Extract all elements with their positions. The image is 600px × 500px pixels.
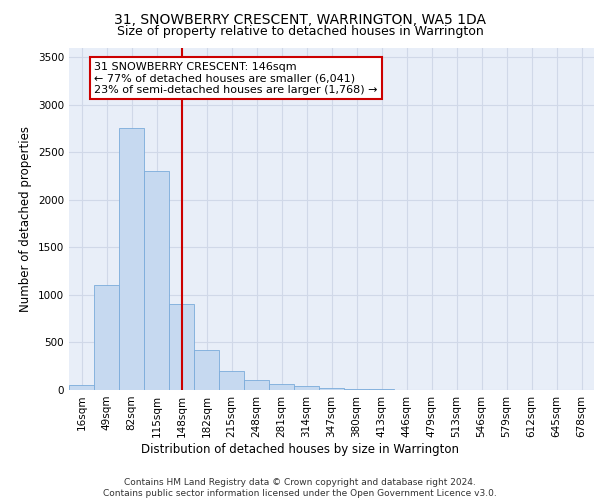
Bar xyxy=(244,380,269,390)
Bar xyxy=(344,389,369,390)
Text: Size of property relative to detached houses in Warrington: Size of property relative to detached ho… xyxy=(116,25,484,38)
Bar xyxy=(94,286,119,390)
Y-axis label: Number of detached properties: Number of detached properties xyxy=(19,126,32,312)
Text: Distribution of detached houses by size in Warrington: Distribution of detached houses by size … xyxy=(141,442,459,456)
Bar xyxy=(194,350,219,390)
Text: Contains HM Land Registry data © Crown copyright and database right 2024.
Contai: Contains HM Land Registry data © Crown c… xyxy=(103,478,497,498)
Bar xyxy=(219,371,244,390)
Bar xyxy=(294,386,319,390)
Bar xyxy=(69,385,94,390)
Bar xyxy=(119,128,144,390)
Text: 31 SNOWBERRY CRESCENT: 146sqm
← 77% of detached houses are smaller (6,041)
23% o: 31 SNOWBERRY CRESCENT: 146sqm ← 77% of d… xyxy=(94,62,377,95)
Bar xyxy=(269,384,294,390)
Bar xyxy=(169,304,194,390)
Bar xyxy=(144,171,169,390)
Bar xyxy=(369,389,394,390)
Text: 31, SNOWBERRY CRESCENT, WARRINGTON, WA5 1DA: 31, SNOWBERRY CRESCENT, WARRINGTON, WA5 … xyxy=(114,12,486,26)
Bar xyxy=(319,388,344,390)
